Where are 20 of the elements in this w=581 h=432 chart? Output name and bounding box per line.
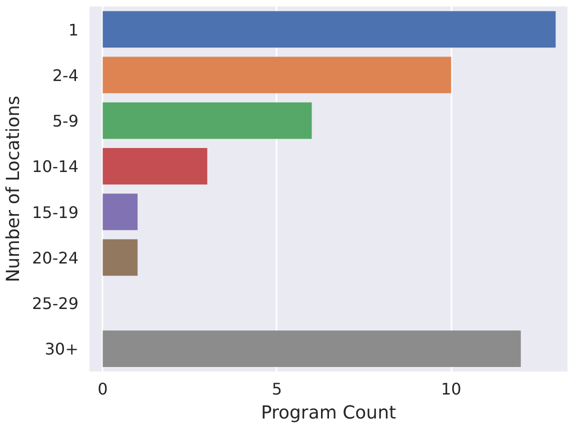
y-tick-label: 1: [68, 20, 79, 40]
bar: [102, 239, 138, 276]
bar: [102, 194, 138, 230]
x-tick-label: 5: [272, 380, 282, 398]
bar: [102, 56, 452, 94]
bar: [102, 102, 312, 139]
bar: [102, 330, 521, 367]
y-tick-label: 20-24: [32, 248, 79, 268]
y-tick-label: 2-4: [52, 66, 79, 85]
y-tick-label: 5-9: [52, 112, 79, 131]
y-tick-label: 15-19: [32, 202, 79, 222]
x-tick-label: 10: [440, 380, 462, 398]
bar: [102, 148, 208, 184]
x-tick-label: 0: [98, 380, 108, 398]
bar: [102, 11, 556, 48]
y-tick-label: 25-29: [32, 294, 79, 314]
y-tick-label: 10-14: [32, 157, 79, 176]
y-axis-title: Number of Locations: [3, 96, 24, 282]
y-tick-label: 30+: [44, 340, 78, 359]
x-axis-title: Program Count: [260, 402, 396, 424]
